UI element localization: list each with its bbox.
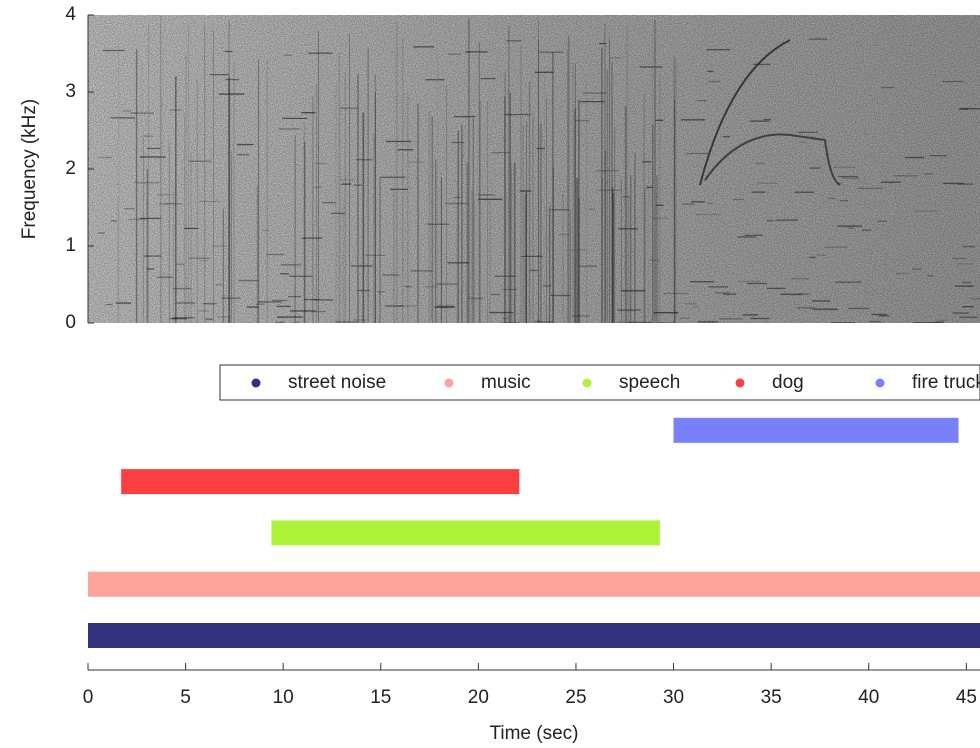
y-tick-label: 3	[65, 81, 76, 102]
x-tick-label: 25	[565, 687, 586, 708]
legend-label: fire truck	[912, 372, 980, 393]
timeline-bar	[673, 417, 959, 443]
legend-marker	[875, 378, 885, 388]
legend-label: music	[481, 372, 531, 393]
texture-stroke	[704, 133, 841, 186]
legend-marker	[251, 378, 261, 388]
x-tick-label: 35	[761, 687, 782, 708]
legend-label: street noise	[288, 372, 386, 393]
x-tick-label: 45	[956, 687, 977, 708]
y-tick-label: 2	[65, 158, 76, 179]
x-tick-label: 0	[83, 687, 94, 708]
x-axis-label: Time (sec)	[489, 723, 578, 744]
y-tick-label: 0	[65, 312, 76, 333]
timeline-bar	[271, 520, 660, 546]
x-tick-label: 40	[858, 687, 879, 708]
x-tick-label: 30	[663, 687, 684, 708]
x-tick-label: 5	[180, 687, 191, 708]
timeline-bar	[121, 469, 520, 495]
timeline-bar	[88, 571, 980, 597]
legend-label: dog	[772, 372, 804, 393]
legend-marker	[582, 378, 592, 388]
x-tick-label: 10	[273, 687, 294, 708]
legend-label: speech	[619, 372, 680, 393]
timeline-bar	[88, 623, 980, 648]
legend-marker	[444, 378, 454, 388]
y-tick-label: 1	[65, 235, 76, 256]
texture-stroke	[699, 39, 791, 186]
y-tick-label: 4	[65, 4, 76, 25]
y-axis-label: Frequency (kHz)	[19, 99, 40, 239]
legend-marker	[735, 378, 745, 388]
x-tick-label: 15	[370, 687, 391, 708]
spectrogram-image	[88, 15, 980, 323]
x-tick-label: 20	[468, 687, 489, 708]
legend-box	[219, 364, 980, 401]
